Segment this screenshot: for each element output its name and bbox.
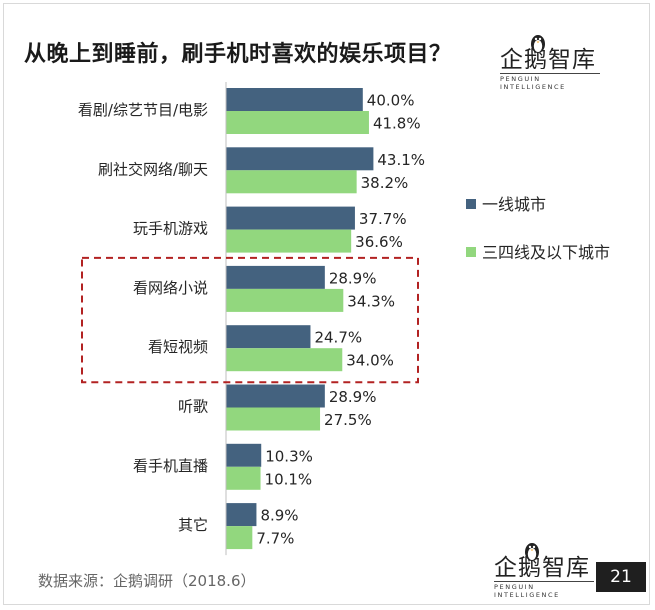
bar-series2 bbox=[226, 229, 352, 253]
category-label: 刷社交网络/聊天 bbox=[98, 160, 208, 178]
legend-swatch-series2 bbox=[466, 247, 476, 257]
data-label: 36.6% bbox=[355, 233, 403, 251]
category-label: 看短视频 bbox=[148, 338, 208, 356]
data-label: 34.3% bbox=[347, 292, 395, 310]
data-label: 10.1% bbox=[265, 470, 313, 488]
highlight-box bbox=[81, 256, 419, 384]
data-label: 10.3% bbox=[265, 447, 313, 465]
data-label: 8.9% bbox=[260, 507, 298, 525]
logo-name-bottom: 企鹅智库 bbox=[494, 555, 590, 581]
legend-item-series2: 三四线及以下城市 bbox=[466, 239, 610, 263]
data-source: 数据来源：企鹅调研（2018.6） bbox=[38, 572, 256, 590]
bar-series2 bbox=[226, 111, 369, 134]
slide-frame bbox=[3, 3, 650, 605]
bar-series2 bbox=[226, 288, 344, 312]
bar-series2 bbox=[226, 170, 357, 194]
bar-series2 bbox=[226, 348, 343, 372]
logo-subtitle-bottom: PENGUIN INTELLIGENCE bbox=[494, 581, 594, 599]
logo-name: 企鹅智库 bbox=[500, 47, 596, 73]
penguin-icon bbox=[531, 35, 545, 53]
data-label: 27.5% bbox=[324, 411, 372, 429]
legend-label-series1: 一线城市 bbox=[482, 195, 547, 214]
data-label: 28.9% bbox=[329, 269, 377, 287]
bar-series1 bbox=[226, 88, 363, 111]
category-label: 其它 bbox=[178, 516, 208, 534]
data-label: 37.7% bbox=[359, 210, 407, 228]
penguin-icon bbox=[525, 543, 539, 561]
data-label: 43.1% bbox=[377, 151, 425, 169]
page-number: 21 bbox=[596, 562, 646, 592]
bar-series1 bbox=[226, 384, 325, 408]
category-label: 看剧/综艺节目/电影 bbox=[78, 101, 208, 119]
category-label: 看网络小说 bbox=[133, 279, 208, 297]
bar-series2 bbox=[226, 526, 253, 550]
data-label: 24.7% bbox=[314, 329, 362, 347]
data-label: 34.0% bbox=[346, 352, 394, 370]
data-label: 7.7% bbox=[256, 530, 294, 548]
brand-logo: 企鹅智库 PENGUIN INTELLIGENCE bbox=[500, 35, 600, 91]
chart-title: 从晚上到睡前，刷手机时喜欢的娱乐项目？ bbox=[24, 42, 452, 67]
bar-series2 bbox=[226, 466, 261, 490]
bar-series1 bbox=[226, 206, 355, 230]
bar-series1 bbox=[226, 265, 325, 289]
brand-logo-bottom: 企鹅智库 PENGUIN INTELLIGENCE bbox=[494, 543, 594, 599]
data-label: 41.8% bbox=[373, 115, 421, 133]
legend-label-series2: 三四线及以下城市 bbox=[482, 243, 611, 262]
data-label: 38.2% bbox=[361, 174, 409, 192]
bar-series1 bbox=[226, 443, 262, 467]
category-label: 看手机直播 bbox=[133, 457, 208, 475]
bar-series1 bbox=[226, 147, 374, 171]
category-label: 听歌 bbox=[178, 398, 208, 416]
legend-item-series1: 一线城市 bbox=[466, 191, 546, 215]
logo-subtitle: PENGUIN INTELLIGENCE bbox=[500, 73, 600, 91]
bar-series1 bbox=[226, 503, 257, 527]
category-label: 玩手机游戏 bbox=[133, 220, 208, 238]
legend-swatch-series1 bbox=[466, 199, 476, 209]
bar-series1 bbox=[226, 325, 311, 349]
bar-series2 bbox=[226, 407, 321, 431]
data-label: 40.0% bbox=[367, 92, 415, 110]
data-label: 28.9% bbox=[329, 388, 377, 406]
